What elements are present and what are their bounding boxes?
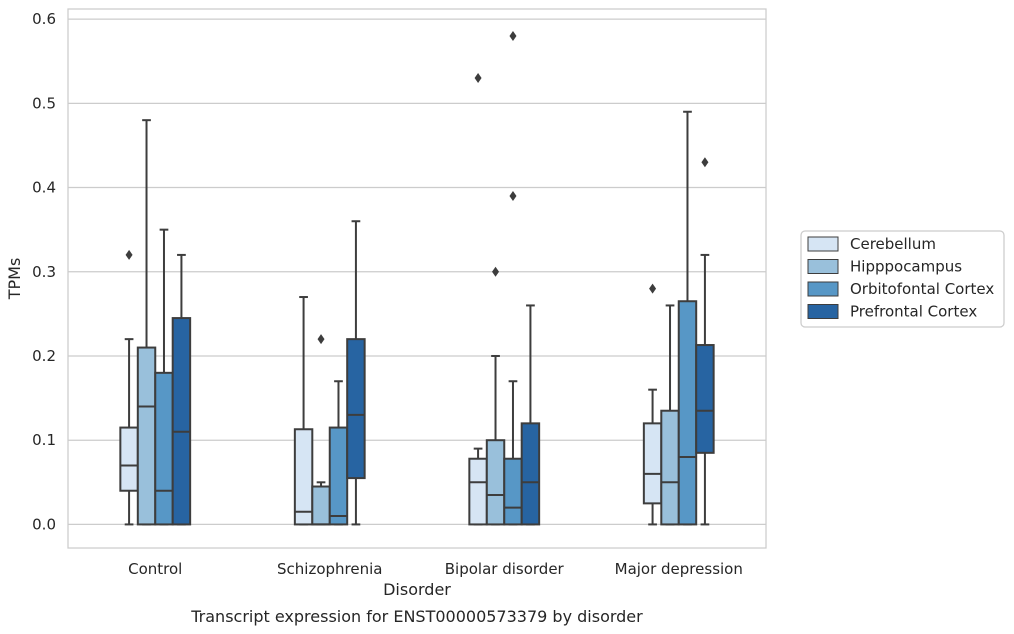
box-body: [311, 485, 331, 526]
legend-item: Hipppocampus: [807, 258, 962, 276]
box-body: [520, 422, 541, 526]
legend: Cerebellum Hipppocampus Orbitofontal Corte…: [800, 230, 1005, 328]
x-axis-ticks: Control Schizophrenia Bipolar disorder Majo…: [128, 560, 743, 578]
box-body: [136, 346, 157, 526]
box-3-0: [642, 283, 663, 526]
figure-caption: Transcript expression for ENST0000057337…: [190, 607, 643, 626]
outlier-point: [125, 249, 133, 260]
legend-swatch: [807, 304, 839, 319]
box-body: [119, 426, 139, 492]
box-body: [660, 409, 680, 526]
legend-swatch: [807, 236, 839, 252]
y-tick-label: 0.3: [32, 263, 56, 281]
box-body: [695, 344, 715, 454]
legend-frame: [800, 230, 1005, 328]
y-tick-label: 0.1: [32, 431, 56, 449]
outlier-point: [649, 283, 657, 294]
y-tick-label: 0.0: [32, 515, 56, 533]
plot-frame: [67, 8, 767, 549]
box-body: [503, 457, 523, 526]
box-body: [154, 371, 174, 526]
legend-item: Prefrontal Cortex: [807, 303, 977, 321]
x-tick-label: Control: [128, 560, 182, 578]
outlier-point: [509, 190, 517, 201]
box-body: [328, 426, 349, 526]
box-3-2: [677, 110, 698, 526]
outlier-point: [474, 73, 482, 84]
box-0-1: [136, 119, 157, 526]
legend-swatch: [807, 259, 839, 274]
y-axis-ticks: 0.0 0.1 0.2 0.3 0.4 0.5 0.6: [32, 10, 56, 533]
box-body: [677, 300, 698, 526]
box-1-2: [328, 380, 349, 526]
legend-item: Cerebellum: [807, 235, 936, 253]
box-body: [346, 338, 366, 480]
legend-label: Cerebellum: [850, 235, 936, 253]
box-1-1: [311, 334, 331, 526]
outlier-point: [492, 266, 500, 277]
box-body: [293, 428, 314, 526]
box-groups: [119, 30, 715, 526]
legend-label: Orbitofontal Cortex: [850, 280, 994, 298]
box-0-2: [154, 228, 174, 526]
box-body: [485, 439, 506, 526]
box-1-0: [293, 296, 314, 526]
x-tick-label: Major depression: [615, 560, 743, 578]
y-axis-label: TPMs: [5, 258, 24, 301]
outlier-point: [317, 334, 325, 345]
x-tick-label: Bipolar disorder: [445, 560, 565, 578]
box-body: [642, 422, 663, 505]
box-body: [171, 317, 192, 526]
x-tick-label: Schizophrenia: [277, 560, 382, 578]
outlier-point: [701, 157, 709, 168]
y-tick-label: 0.2: [32, 347, 56, 365]
box-2-0: [468, 73, 488, 526]
legend-label: Hipppocampus: [850, 258, 962, 276]
y-tick-label: 0.5: [32, 94, 56, 112]
box-body: [468, 457, 488, 526]
legend-label: Prefrontal Cortex: [850, 303, 977, 321]
x-axis-label: Disorder: [383, 580, 451, 599]
outlier-point: [509, 30, 517, 41]
box-3-3: [695, 157, 715, 526]
box-2-1: [485, 266, 506, 526]
box-0-3: [171, 253, 192, 526]
box-2-2: [503, 30, 523, 526]
y-tick-label: 0.6: [32, 10, 56, 28]
box-3-1: [660, 304, 680, 526]
box-1-3: [346, 220, 366, 526]
y-tick-label: 0.4: [32, 179, 56, 197]
box-2-3: [520, 304, 541, 526]
legend-swatch: [807, 281, 839, 297]
box-0-0: [119, 249, 139, 526]
legend-item: Orbitofontal Cortex: [807, 280, 994, 298]
